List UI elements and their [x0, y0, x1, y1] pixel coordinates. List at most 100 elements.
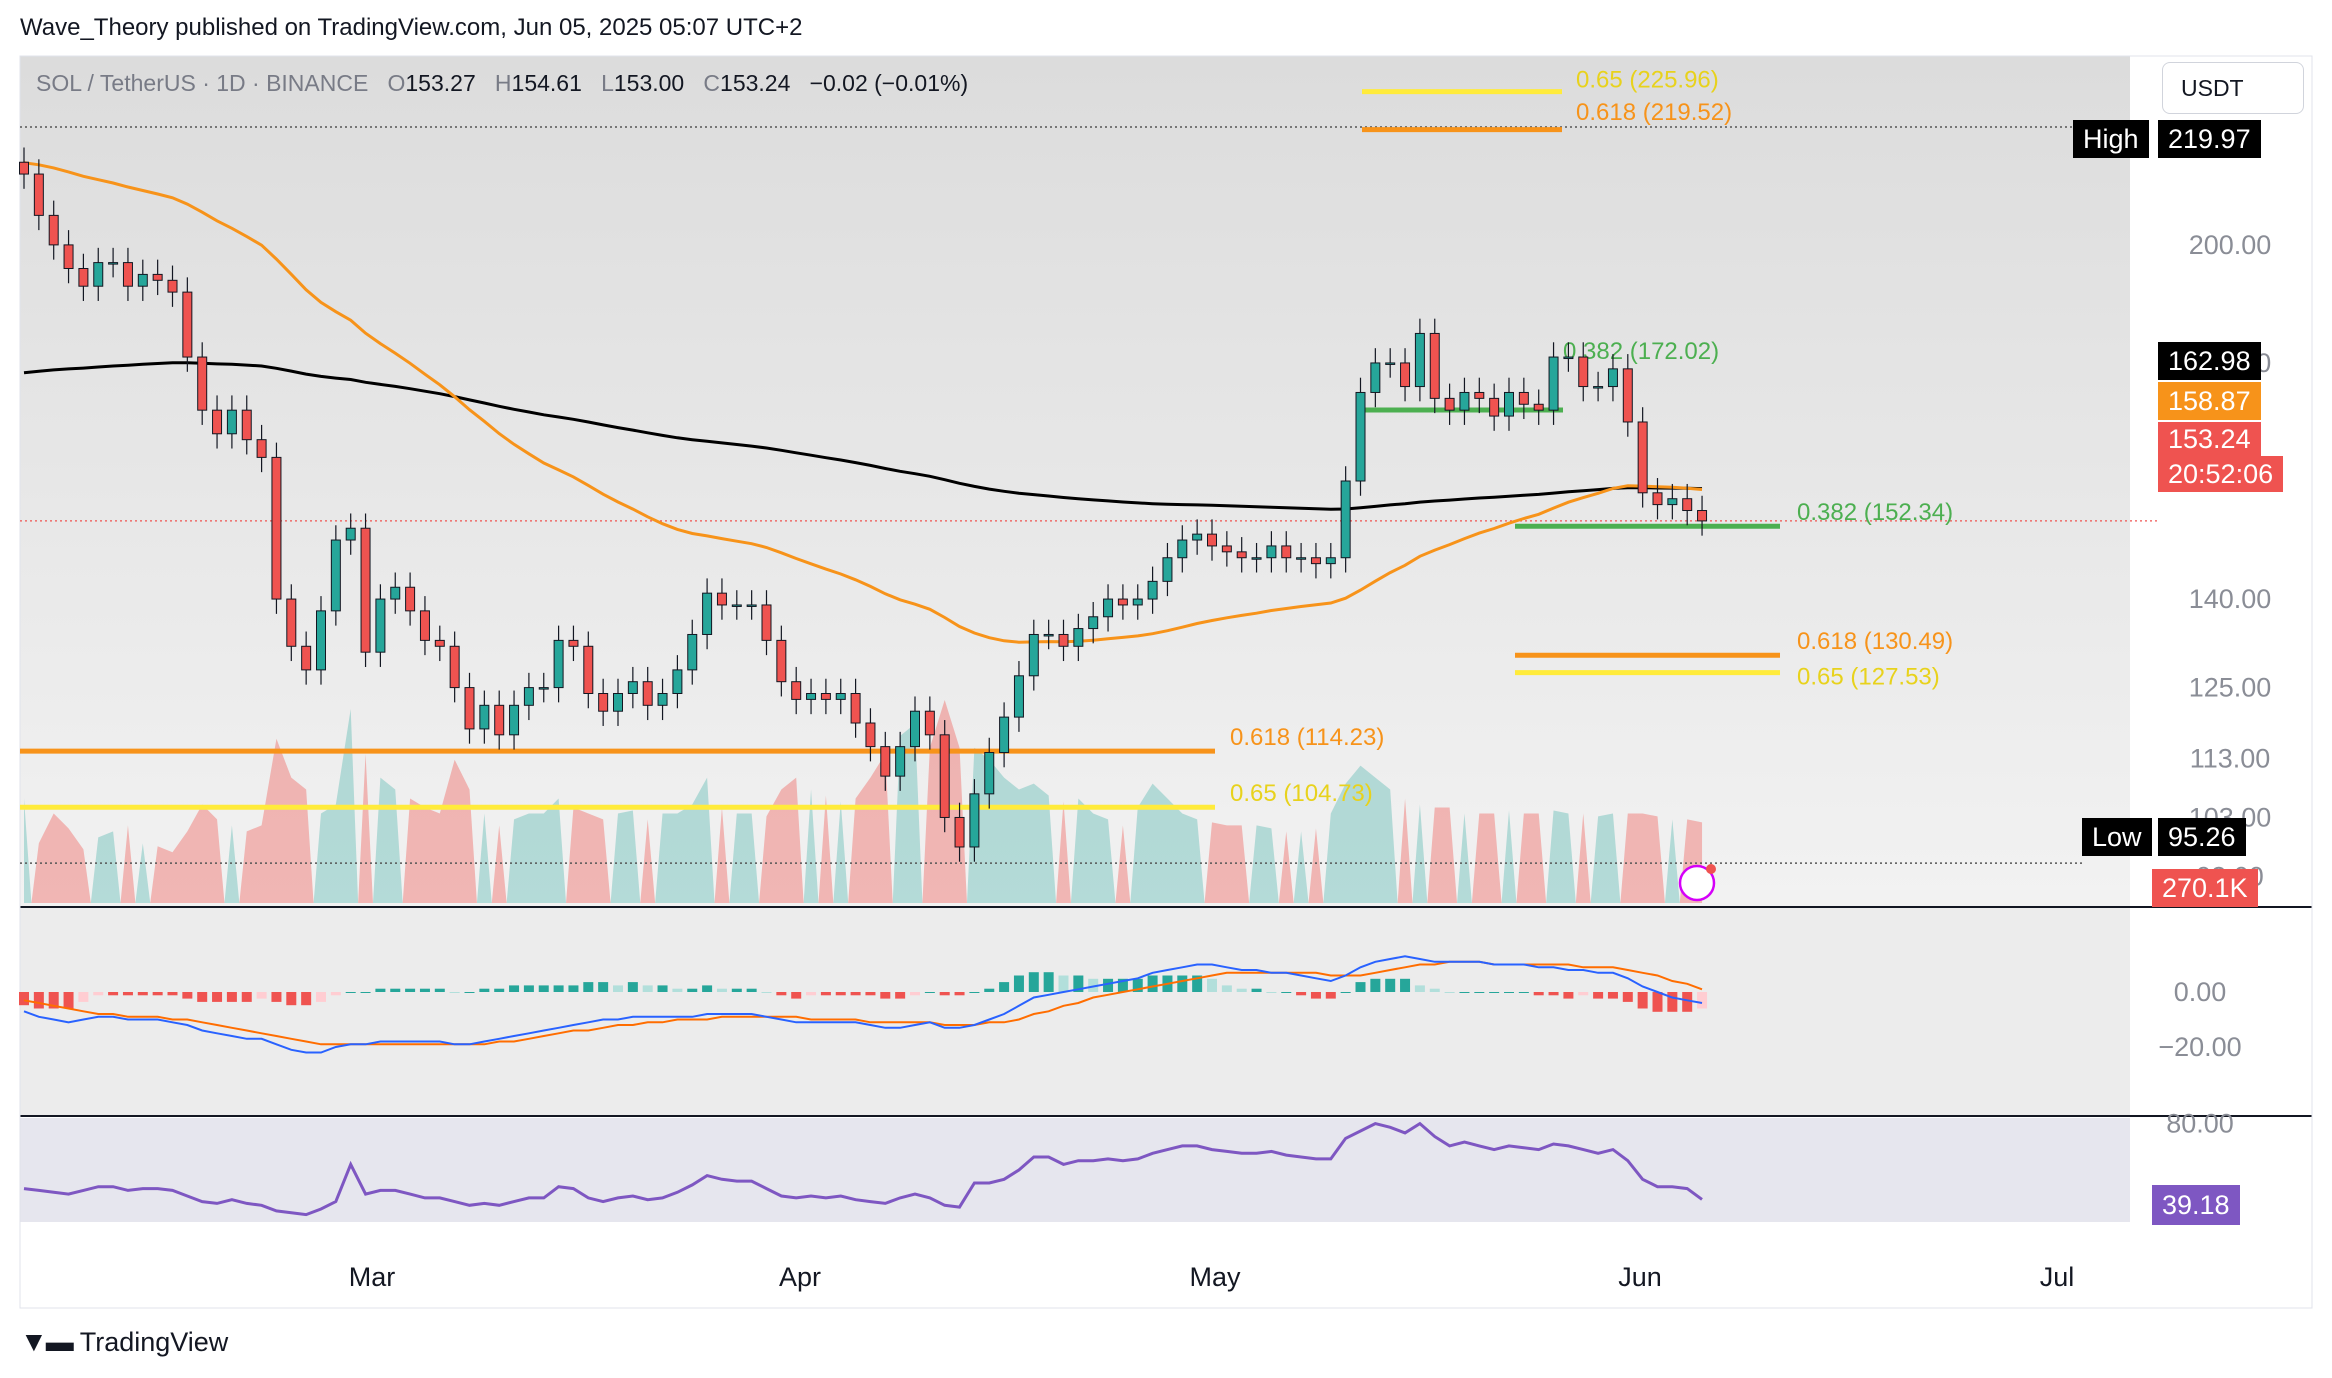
- candle: [1355, 377, 1366, 496]
- candle: [538, 672, 549, 703]
- candle-body: [1147, 580, 1158, 600]
- macd-hist-bar: [687, 988, 698, 992]
- candle: [464, 672, 475, 744]
- macd-hist-bar: [1504, 992, 1514, 993]
- candle-body: [434, 639, 445, 647]
- macd-hist-bar: [984, 988, 995, 992]
- candle-body: [672, 669, 683, 695]
- candle-body: [969, 793, 980, 848]
- candle-body: [1429, 332, 1440, 399]
- candle: [197, 342, 208, 425]
- macd-hist-bar: [1103, 978, 1114, 992]
- macd-hist-bar: [197, 992, 208, 1002]
- fib-label-1: 0.65 (104.73): [1230, 780, 1373, 807]
- macd-hist-bar: [538, 985, 549, 992]
- candle: [761, 590, 772, 656]
- open-label: O: [387, 70, 406, 96]
- macd-hist-bar: [761, 992, 772, 993]
- candle: [806, 678, 817, 715]
- macd-hist-bar: [1325, 992, 1336, 999]
- candle: [1162, 542, 1173, 597]
- candle: [1103, 584, 1114, 632]
- candle: [405, 572, 416, 626]
- candle: [999, 702, 1010, 768]
- candle-body: [1251, 557, 1262, 560]
- candle-body: [954, 816, 965, 848]
- candle-body: [241, 409, 252, 441]
- candle-body: [1444, 397, 1455, 411]
- candle: [1667, 483, 1678, 520]
- candle-body: [1310, 557, 1321, 565]
- candle: [1489, 383, 1500, 431]
- candle: [553, 625, 564, 703]
- time-label-jul: Jul: [2040, 1262, 2075, 1292]
- macd-hist-bar: [642, 985, 653, 992]
- candle-body: [1177, 539, 1188, 559]
- macd-hist-bar: [1043, 972, 1054, 992]
- candle: [1043, 619, 1054, 650]
- currency-selector[interactable]: USDT: [2162, 62, 2304, 114]
- candle-body: [1236, 551, 1247, 559]
- candle-body: [583, 645, 594, 694]
- candle-body: [1073, 628, 1084, 647]
- fib-label-2: 0.618 (130.49): [1797, 628, 1953, 655]
- fib-label-5: 0.382 (172.02): [1563, 338, 1719, 365]
- candle: [1444, 383, 1455, 425]
- ema200-tag: 162.98: [2158, 342, 2261, 380]
- price-pane-bg: [20, 56, 2130, 906]
- macd-tick-1: −20.00: [2158, 1032, 2241, 1062]
- candle-body: [360, 527, 371, 653]
- macd-hist-bar: [1192, 975, 1203, 992]
- macd-hist-bar: [19, 992, 29, 1006]
- macd-hist-bar: [1340, 992, 1351, 993]
- open-value: 153.27: [405, 70, 476, 96]
- candle-body: [1400, 362, 1411, 388]
- macd-hist-bar: [33, 992, 44, 1009]
- candle-body: [1013, 675, 1024, 718]
- candle: [746, 590, 757, 620]
- candle: [390, 572, 401, 614]
- time-label-may: May: [1189, 1262, 1241, 1292]
- candle: [19, 147, 29, 189]
- volume-alert-dot: [1706, 864, 1716, 874]
- candle: [419, 596, 430, 656]
- candle-body: [1281, 545, 1292, 559]
- tradingview-watermark[interactable]: ▼▬ TradingView: [20, 1326, 228, 1358]
- macd-hist-bar: [405, 988, 416, 992]
- macd-hist-bar: [523, 985, 534, 992]
- candle: [122, 247, 133, 301]
- symbol-label[interactable]: SOL / TetherUS · 1D · BINANCE: [36, 70, 369, 96]
- candle-body: [1028, 633, 1039, 677]
- candle: [1563, 342, 1574, 372]
- candle: [167, 265, 178, 307]
- candle: [226, 395, 237, 449]
- candle: [1637, 407, 1648, 508]
- macd-hist-bar: [627, 982, 638, 992]
- macd-hist-bar: [212, 992, 223, 1002]
- macd-hist-bar: [1207, 978, 1217, 992]
- macd-hist-bar: [820, 992, 831, 996]
- candle-body: [1637, 421, 1648, 494]
- macd-hist-bar: [895, 992, 906, 999]
- time-label-jun: Jun: [1618, 1262, 1662, 1292]
- candle-body: [301, 645, 312, 671]
- candle: [1400, 348, 1411, 402]
- candle-body: [1697, 510, 1708, 522]
- macd-hist-bar: [1637, 992, 1648, 1009]
- candle: [434, 625, 445, 662]
- macd-hist-bar: [48, 992, 59, 1009]
- candle-body: [167, 279, 178, 293]
- rsi-tick-0: 80.00: [2166, 1109, 2234, 1139]
- macd-hist-bar: [509, 985, 520, 992]
- candle: [256, 424, 267, 473]
- candle-body: [464, 687, 475, 730]
- candle-body: [1593, 386, 1604, 389]
- candle-body: [137, 273, 148, 287]
- macd-hist-bar: [613, 985, 623, 992]
- candle-body: [449, 645, 460, 689]
- macd-hist-bar: [286, 992, 297, 1006]
- macd-hist-bar: [1177, 975, 1188, 992]
- candle-body: [19, 161, 29, 175]
